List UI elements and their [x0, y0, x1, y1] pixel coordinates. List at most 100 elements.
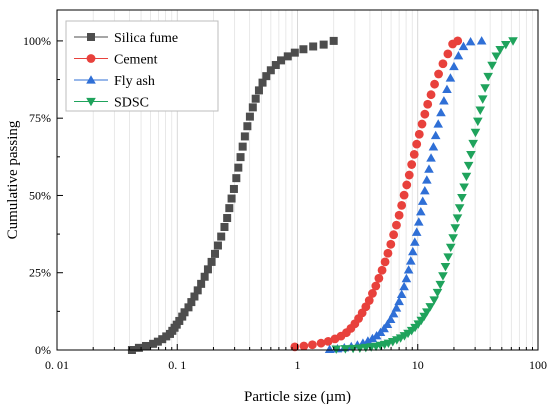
silica-fume-point	[203, 265, 212, 274]
sdsc-point	[477, 95, 488, 104]
fly-ash-point	[408, 246, 418, 256]
sdsc-point	[355, 344, 365, 353]
cement-point	[323, 336, 333, 346]
legend: Silica fume Cement Fly ash SDSC	[65, 20, 219, 112]
sdsc-point	[495, 45, 506, 55]
silica-fume-point	[290, 48, 299, 57]
cement-point	[423, 99, 433, 109]
legend-marker-silica-fume	[87, 33, 95, 41]
cement-point	[399, 190, 409, 200]
silica-fume-point	[234, 163, 243, 172]
silica-fume-point	[210, 249, 219, 258]
silica-fume-point	[262, 72, 271, 81]
sdsc-point	[480, 84, 490, 93]
fly-ash-point	[420, 186, 430, 195]
sdsc-point	[452, 214, 463, 223]
sdsc-point	[501, 41, 511, 50]
silica-fume-point	[227, 194, 236, 203]
silica-fume-point	[299, 45, 308, 54]
axis-ticks	[56, 40, 539, 351]
silica-fume-point	[217, 232, 226, 241]
silica-fume-point	[225, 204, 234, 213]
x-axis-title: Particle size (µm)	[244, 389, 351, 405]
cement-point	[426, 90, 436, 100]
y-tick-label: 50%	[29, 188, 51, 202]
fly-ash-point	[379, 323, 389, 333]
silica-fume-point	[213, 241, 222, 250]
sdsc-point	[473, 117, 483, 127]
y-tick-label: 75%	[29, 111, 51, 125]
legend-marker-cement	[86, 54, 96, 63]
silica-fume-point	[238, 142, 247, 151]
sdsc-point	[483, 72, 493, 82]
sdsc-point	[491, 52, 502, 61]
fly-ash-point	[411, 227, 422, 236]
fly-ash-point	[391, 303, 402, 312]
silica-fume-point	[153, 337, 162, 346]
sdsc-point	[425, 303, 436, 312]
sdsc-point	[508, 37, 518, 46]
cement-point	[371, 281, 381, 291]
sdsc-point	[461, 172, 472, 182]
silica-fume-point	[184, 303, 193, 312]
silica-fume-point	[197, 279, 206, 288]
silica-fume-point	[254, 86, 263, 95]
legend-label-fly-ash: Fly ash	[114, 74, 155, 89]
fly-ash-point	[465, 37, 476, 46]
cement-point	[438, 59, 448, 69]
fly-ash-point	[426, 153, 436, 162]
sdsc-point	[340, 345, 351, 354]
cement-point	[409, 149, 419, 159]
cement-point	[299, 341, 309, 351]
cement-point	[307, 340, 317, 350]
silica-fume-point	[266, 66, 275, 75]
fly-ash-point	[453, 50, 464, 60]
fly-ash-point	[439, 96, 449, 105]
sdsc-point	[468, 139, 478, 149]
legend-label-sdsc: SDSC	[114, 96, 149, 111]
cement-point	[430, 79, 439, 89]
sdsc-point	[463, 161, 474, 171]
fly-ash-point	[394, 296, 404, 306]
fly-ash-point	[436, 107, 446, 117]
fly-ash-point	[367, 333, 378, 343]
fly-ash-point	[415, 207, 426, 216]
silica-fume-point	[207, 257, 216, 266]
silica-fume-point	[134, 343, 143, 352]
fly-ash-point	[388, 309, 399, 318]
silica-fume-point	[193, 286, 202, 295]
cement-point	[412, 139, 422, 149]
cement-point	[383, 248, 393, 258]
cement-point	[417, 119, 427, 129]
silica-fume-point	[158, 335, 167, 344]
sdsc-point	[454, 204, 465, 213]
silica-fume-point	[251, 94, 260, 103]
silica-fume-point	[178, 312, 187, 321]
sdsc-point	[448, 234, 458, 243]
fly-ash-point	[399, 281, 409, 291]
x-tick-label: 0. 01	[45, 358, 69, 372]
sdsc-point	[470, 128, 481, 138]
sdsc-point	[435, 280, 446, 290]
sdsc-point	[466, 151, 476, 160]
legend-label-silica-fume: Silica fume	[114, 31, 178, 46]
sdsc-point	[438, 272, 448, 281]
silica-fume-point	[190, 292, 199, 301]
legend-marker-sdsc	[86, 97, 96, 107]
x-tick-label: 100	[529, 358, 547, 372]
silica-fume-point	[142, 341, 151, 350]
cement-point	[364, 296, 374, 305]
silica-fume-point	[200, 272, 209, 281]
legend-label-cement: Cement	[114, 53, 158, 68]
cement-point	[404, 170, 414, 180]
silica-fume-point	[229, 184, 238, 193]
cement-point	[420, 109, 430, 119]
fly-ash-point	[476, 36, 487, 45]
silica-fume-point	[277, 56, 286, 65]
sdsc-point	[459, 183, 469, 192]
silica-fume-point	[319, 40, 328, 49]
x-tick-label: 1	[295, 358, 301, 372]
silica-fume-point	[271, 61, 280, 70]
